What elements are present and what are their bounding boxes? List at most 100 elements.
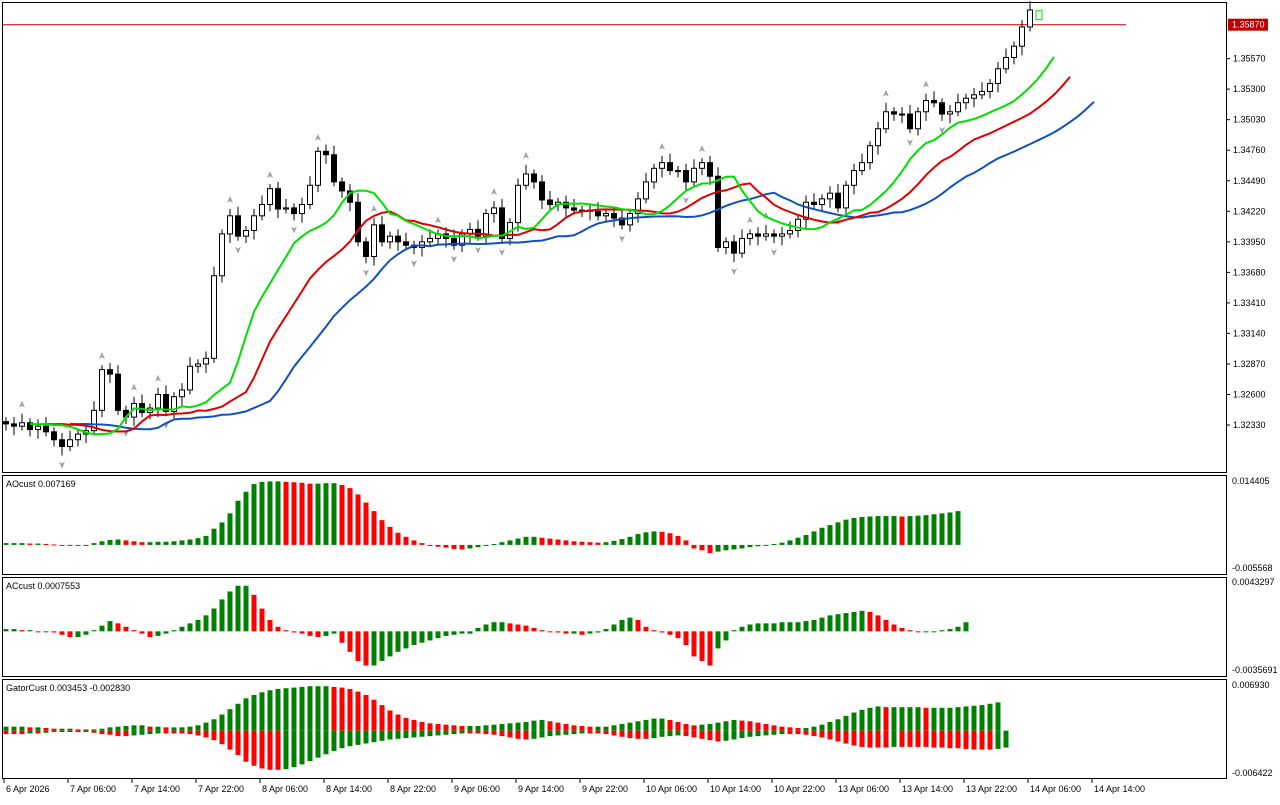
- histogram-bar: [475, 544, 481, 548]
- price-pane[interactable]: [2, 2, 1227, 473]
- histogram-bar: [171, 630, 177, 632]
- histogram-bar: [683, 730, 689, 737]
- histogram-bar: [507, 730, 513, 738]
- histogram-bar: [83, 631, 89, 635]
- histogram-bar: [283, 688, 289, 731]
- histogram-bar: [507, 540, 513, 545]
- fractal-up-marker: [491, 188, 497, 196]
- candle-body: [899, 113, 905, 116]
- alligator-lips-line: [29, 56, 1055, 436]
- fractal-down-marker: [59, 461, 65, 469]
- histogram-bar: [619, 619, 625, 632]
- candle-body: [43, 425, 49, 433]
- histogram-bar: [275, 730, 281, 770]
- histogram-bar: [747, 544, 753, 548]
- histogram-bar: [251, 484, 257, 545]
- current-bar-marker: [1035, 10, 1043, 21]
- candle-body: [427, 237, 433, 243]
- histogram-bar: [499, 542, 505, 545]
- fractal-up-marker: [19, 400, 25, 408]
- histogram-bar: [435, 544, 441, 547]
- histogram-bar: [723, 721, 729, 731]
- aocust-pane[interactable]: [2, 475, 1227, 575]
- histogram-bar: [451, 631, 457, 635]
- histogram-bar: [451, 725, 457, 731]
- histogram-bar: [707, 730, 713, 741]
- time-axis-label: 13 Apr 06:00: [838, 784, 889, 794]
- histogram-bar: [115, 730, 121, 737]
- candle-body: [395, 235, 401, 243]
- time-axis-label: 10 Apr 22:00: [774, 784, 825, 794]
- histogram-bar: [419, 721, 425, 731]
- histogram-bar: [779, 726, 785, 731]
- histogram-bar: [859, 610, 865, 632]
- histogram-bar: [131, 730, 137, 736]
- time-axis-label: 9 Apr 14:00: [518, 784, 564, 794]
- candle-body: [819, 198, 825, 206]
- candle-body: [315, 150, 321, 186]
- candle-body: [115, 373, 121, 411]
- histogram-bar: [795, 537, 801, 545]
- fractal-down-marker: [291, 226, 297, 234]
- histogram-bar: [643, 719, 649, 731]
- histogram-bar: [675, 631, 681, 639]
- histogram-bar: [755, 722, 761, 731]
- histogram-bar: [275, 688, 281, 731]
- histogram-bar: [275, 481, 281, 545]
- histogram-bar: [539, 719, 545, 731]
- histogram-bar: [91, 730, 97, 733]
- histogram-bar: [315, 483, 321, 545]
- histogram-bar: [699, 544, 705, 551]
- histogram-bar: [339, 484, 345, 545]
- histogram-bar: [907, 516, 913, 545]
- histogram-bar: [707, 544, 713, 554]
- fractal-down-marker: [363, 269, 369, 277]
- histogram-bar: [851, 611, 857, 632]
- histogram-bar: [947, 707, 953, 731]
- histogram-bar: [827, 615, 833, 632]
- histogram-bar: [595, 542, 601, 545]
- histogram-bar: [411, 730, 417, 738]
- histogram-bar: [531, 720, 537, 731]
- histogram-bar: [395, 532, 401, 545]
- histogram-bar: [43, 728, 49, 731]
- histogram-bar: [643, 626, 649, 632]
- histogram-bar: [219, 730, 225, 745]
- candle-body: [603, 213, 609, 217]
- histogram-bar: [387, 526, 393, 545]
- candle-body: [707, 162, 713, 177]
- histogram-bar: [515, 538, 521, 545]
- histogram-bar: [347, 688, 353, 731]
- histogram-bar: [107, 621, 113, 632]
- histogram-bar: [619, 723, 625, 731]
- histogram-bar: [635, 721, 641, 731]
- histogram-bar: [315, 730, 321, 758]
- histogram-bar: [595, 730, 601, 734]
- histogram-bar: [379, 730, 385, 741]
- histogram-bar: [163, 727, 169, 731]
- histogram-bar: [483, 544, 489, 546]
- histogram-bar: [467, 631, 473, 634]
- histogram-bar: [531, 536, 537, 545]
- histogram-bar: [75, 729, 81, 731]
- histogram-bar: [843, 715, 849, 731]
- histogram-bar: [531, 627, 537, 632]
- histogram-bar: [779, 730, 785, 735]
- candle-body: [715, 175, 721, 248]
- histogram-bar: [499, 723, 505, 731]
- histogram-bar: [555, 631, 561, 633]
- candle-body: [659, 162, 665, 169]
- time-axis-label: 6 Apr 2026: [6, 784, 50, 794]
- candle-body: [27, 422, 33, 431]
- histogram-bar: [755, 730, 761, 737]
- price-axis-label: 1.35030: [1233, 115, 1266, 125]
- histogram-bar: [915, 515, 921, 545]
- histogram-bar: [243, 698, 249, 731]
- histogram-bar: [243, 730, 249, 762]
- candle-body: [379, 224, 385, 243]
- histogram-bar: [923, 631, 929, 633]
- candle-body: [1003, 56, 1009, 70]
- histogram-bar: [299, 686, 305, 731]
